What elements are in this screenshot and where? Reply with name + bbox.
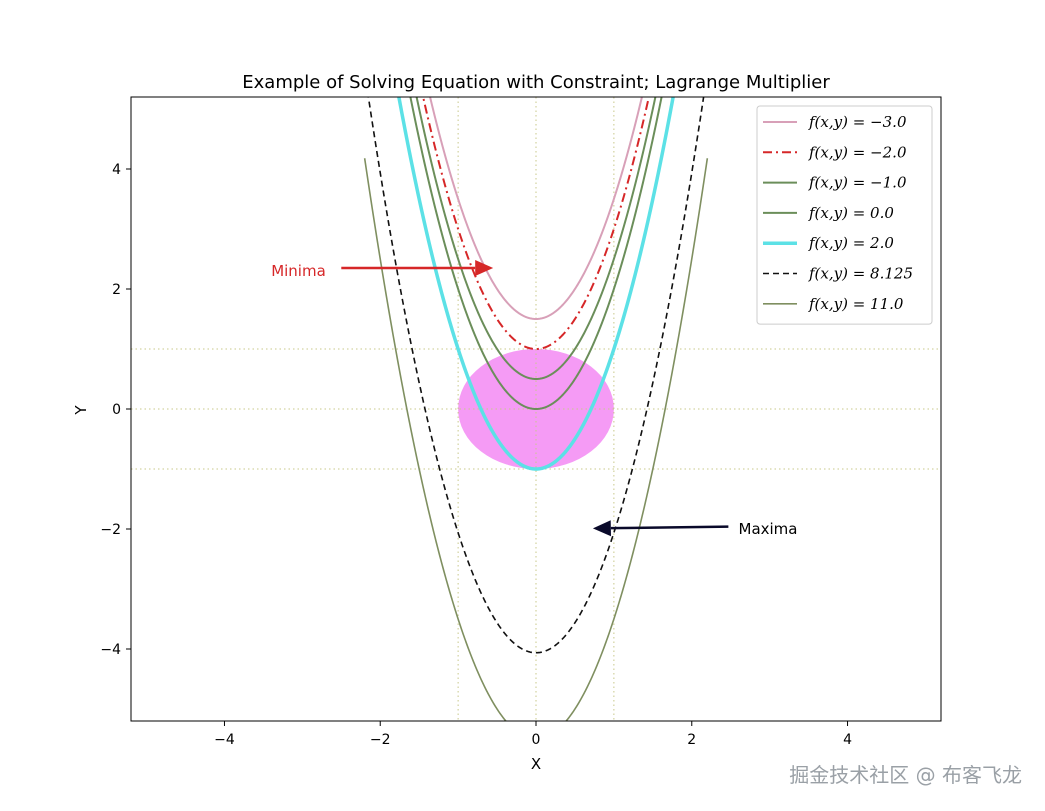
- y-axis-label: Y: [72, 405, 90, 416]
- legend-entry-label: f(x,y) = −2.0: [808, 143, 907, 161]
- legend-entry-label: f(x,y) = −1.0: [808, 174, 907, 192]
- annotation-arrow-head: [592, 520, 611, 537]
- legend-entry-label: f(x,y) = 0.0: [808, 204, 894, 222]
- legend-entry-label: f(x,y) = −3.0: [808, 113, 907, 131]
- series-line: [367, 97, 705, 654]
- y-tick-label: 0: [112, 402, 121, 418]
- legend-entry-label: f(x,y) = 11.0: [808, 295, 904, 313]
- x-tick-label: −2: [370, 732, 391, 748]
- x-tick-label: 4: [843, 732, 852, 748]
- series-line: [397, 97, 675, 471]
- x-axis-ticks: −4 −2 0 2 4: [214, 721, 852, 748]
- y-tick-label: 4: [112, 162, 121, 178]
- series-line: [363, 158, 709, 721]
- x-axis-label: X: [531, 755, 541, 773]
- series-line: [415, 97, 657, 381]
- chart-title: Example of Solving Equation with Constra…: [242, 72, 830, 93]
- x-tick-label: 0: [532, 732, 541, 748]
- annotations: Minima Maxima: [271, 260, 797, 538]
- y-tick-label: −2: [100, 522, 121, 538]
- series-line: [409, 97, 663, 411]
- x-tick-label: 2: [687, 732, 696, 748]
- series-line: [429, 97, 643, 321]
- y-axis-ticks: −4 −2 0 2 4: [100, 162, 131, 658]
- annotation-label: Minima: [271, 262, 326, 280]
- legend-entry-label: f(x,y) = 2.0: [808, 234, 894, 252]
- annotation-arrow-head: [475, 260, 494, 276]
- annotation-arrow-shaft: [610, 525, 729, 530]
- plot-area: [131, 97, 941, 721]
- legend-entry-label: f(x,y) = 8.125: [808, 265, 913, 283]
- y-tick-label: 2: [112, 282, 121, 298]
- legend-box: [756, 105, 933, 325]
- curve-layer: [363, 97, 709, 721]
- x-tick-label: −4: [214, 732, 235, 748]
- legend: f(x,y) = −3.0 f(x,y) = −2.0 f(x,y) = −1.0 f…: [756, 105, 933, 325]
- y-tick-label: −4: [100, 642, 121, 658]
- watermark: 掘金技术社区 @ 布客飞龙: [789, 763, 1022, 787]
- annotation-label: Maxima: [739, 520, 798, 538]
